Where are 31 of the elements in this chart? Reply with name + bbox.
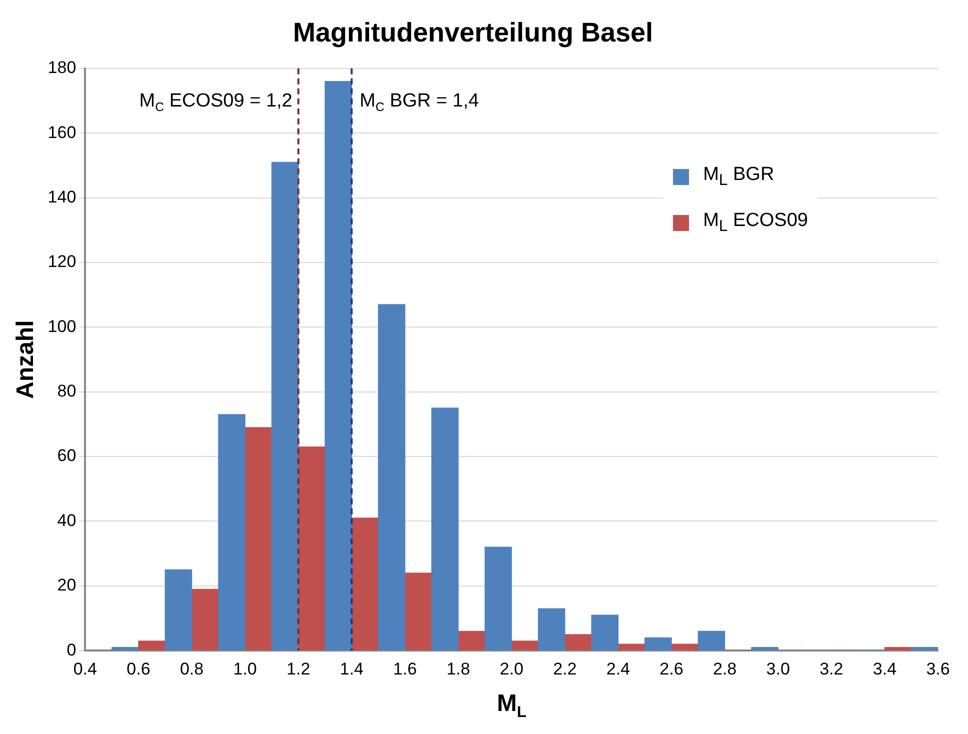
x-tick-label: 0.4 bbox=[73, 659, 97, 678]
y-tick-label: 0 bbox=[66, 640, 76, 660]
x-tick-label: 1.0 bbox=[233, 659, 257, 678]
y-tick-label: 40 bbox=[57, 510, 76, 530]
x-tick-label: 3.4 bbox=[872, 659, 897, 678]
y-tick-label: 120 bbox=[48, 252, 76, 272]
y-tick-label: 20 bbox=[57, 576, 76, 595]
x-tick-label: 3.2 bbox=[820, 659, 844, 678]
x-tick-label: 0.6 bbox=[126, 659, 150, 678]
x-tick-label: 2.4 bbox=[606, 659, 630, 678]
y-axis-title: Anzahl bbox=[12, 320, 40, 399]
x-tick-label: 1.2 bbox=[286, 659, 310, 678]
legend-label: M$_{L}$ BGR bbox=[703, 164, 774, 190]
x-tick-label: 2.6 bbox=[660, 659, 684, 678]
x-tick-label: 2.8 bbox=[712, 659, 737, 678]
y-tick-label: 100 bbox=[48, 316, 76, 336]
x-tick-label: 0.8 bbox=[180, 659, 204, 678]
x-tick-label: 1.4 bbox=[340, 659, 364, 678]
y-tick-label: 140 bbox=[48, 187, 76, 206]
x-tick-label: 1.8 bbox=[446, 659, 470, 678]
x-tick-label: 2.2 bbox=[553, 659, 577, 678]
y-tick-label: 80 bbox=[57, 382, 76, 401]
x-tick-label: 2.0 bbox=[500, 659, 524, 678]
chart-title: Magnitudenverteilung Basel bbox=[292, 18, 654, 48]
x-tick-label: 3.0 bbox=[766, 659, 790, 678]
y-tick-label: 160 bbox=[48, 122, 76, 142]
legend-label: M$_{L}$ ECOS09 bbox=[703, 210, 808, 236]
x-tick-label: 1.6 bbox=[393, 659, 417, 678]
x-tick-label: 3.6 bbox=[926, 659, 950, 678]
y-tick-label: 60 bbox=[57, 446, 76, 466]
y-tick-label: 180 bbox=[48, 58, 76, 78]
